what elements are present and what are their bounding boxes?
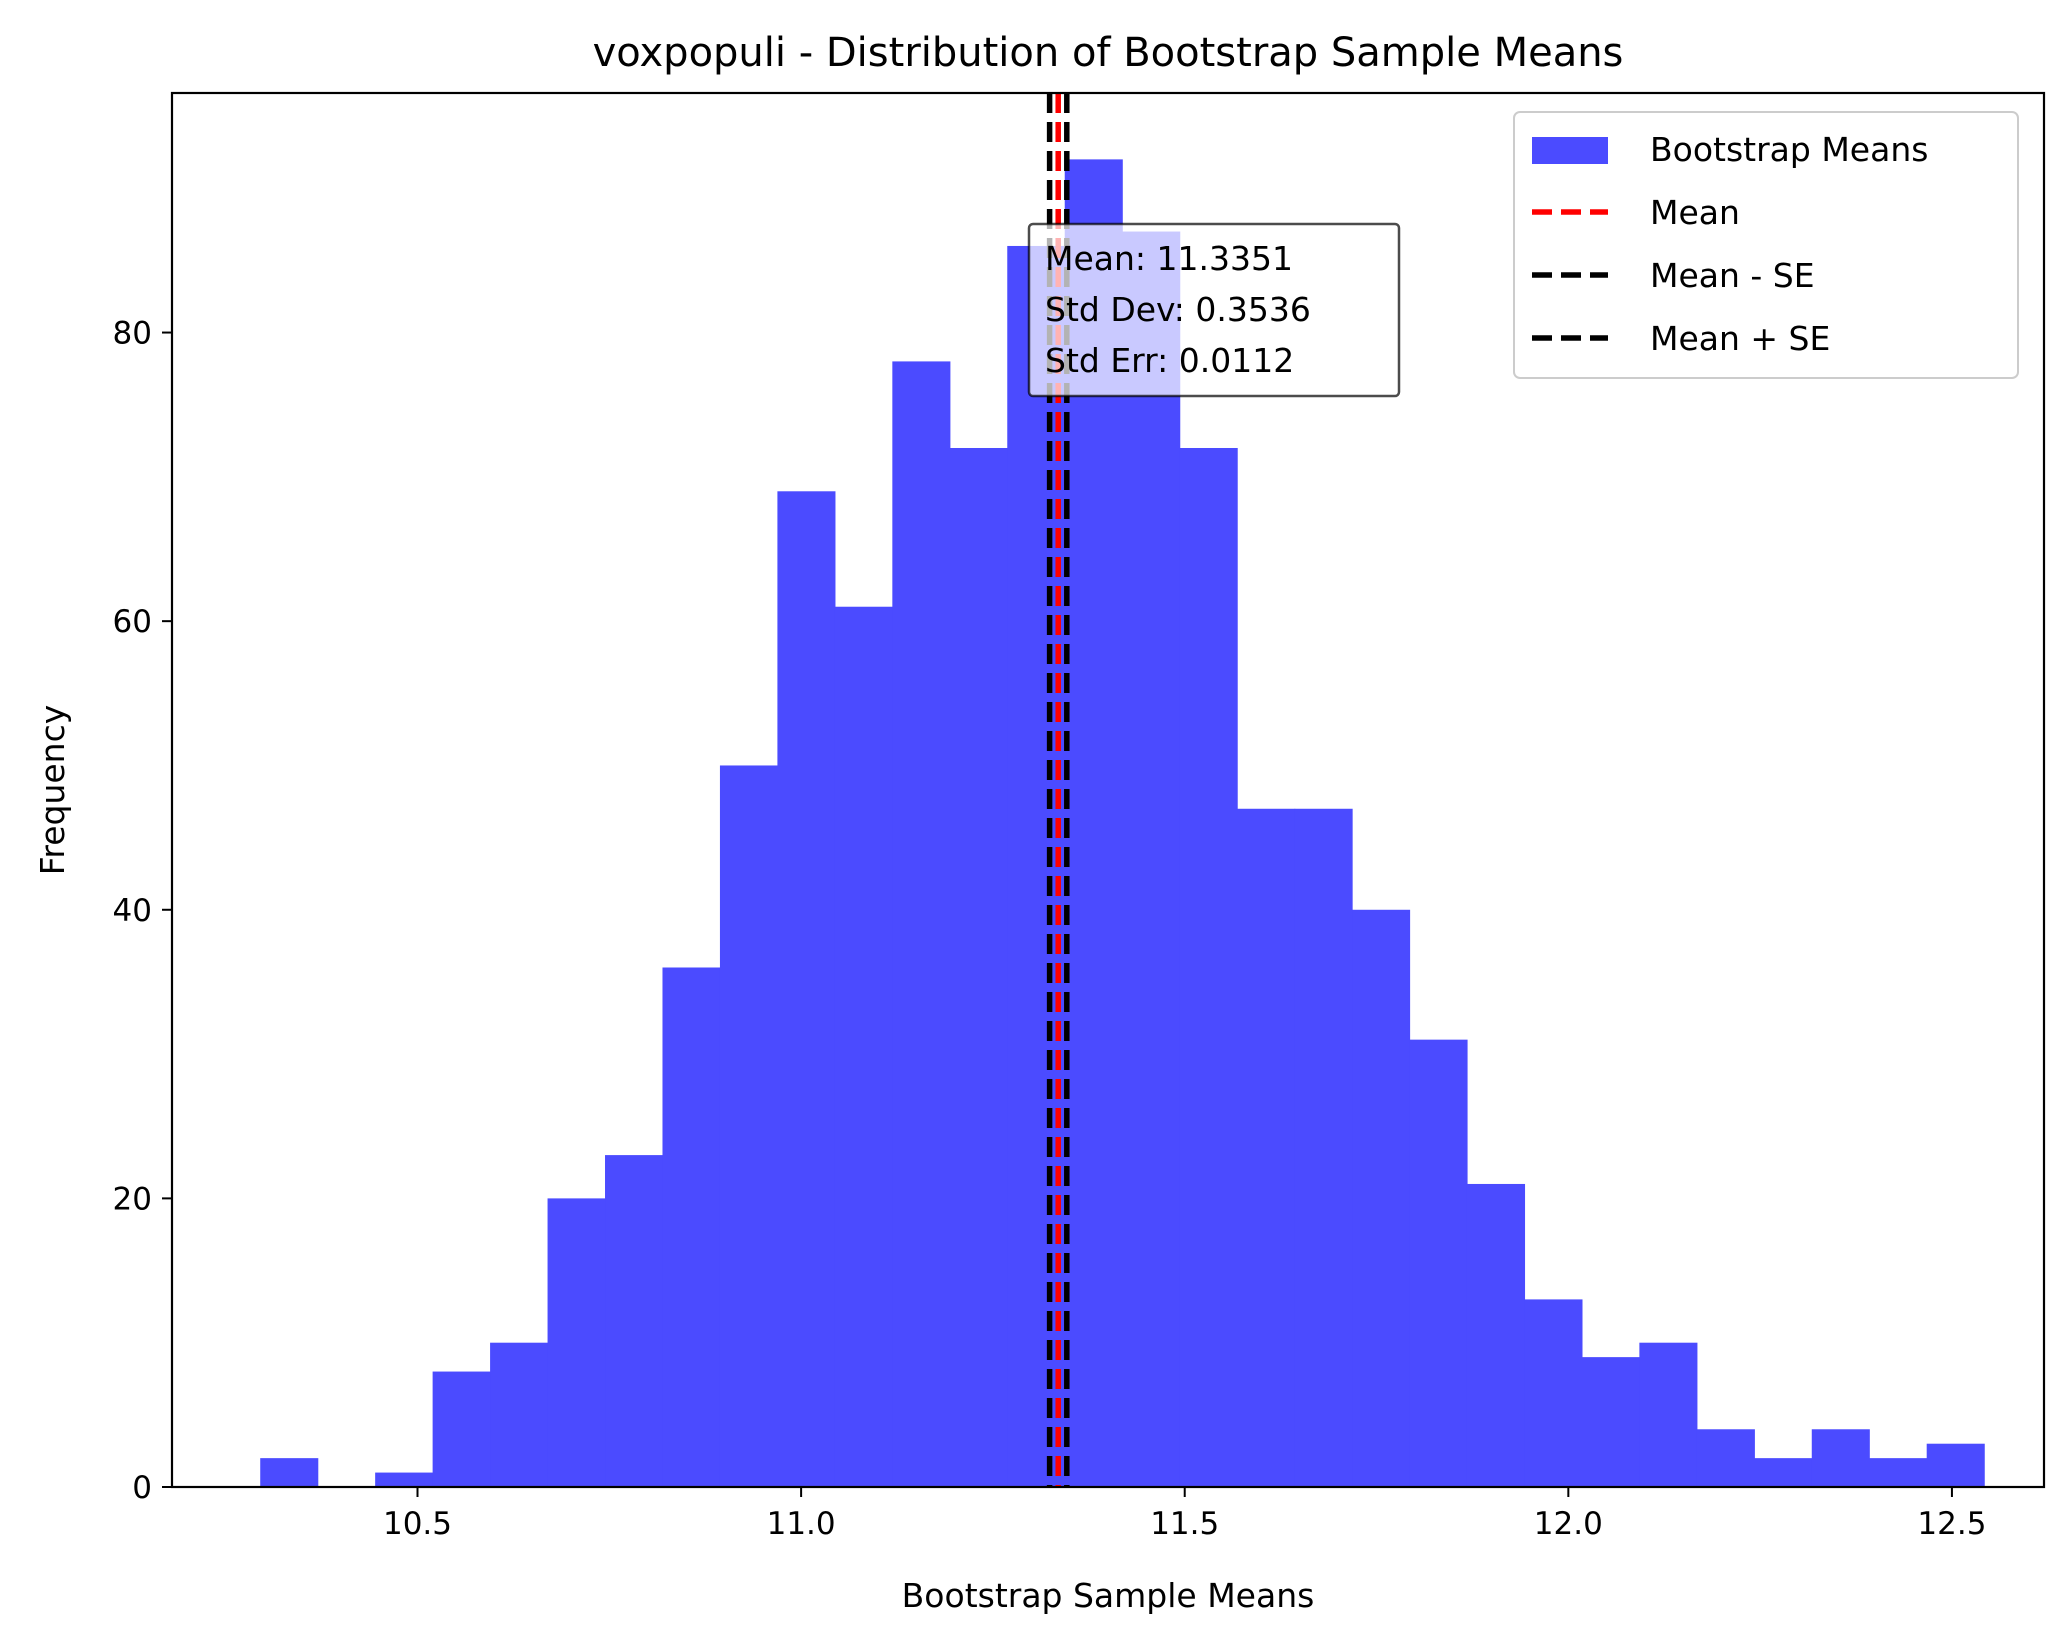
y-tick-label: 0 <box>132 1470 152 1506</box>
histogram-bar <box>949 447 1008 1487</box>
histogram-bar <box>1811 1429 1870 1487</box>
x-tick-label: 12.5 <box>1917 1506 1986 1542</box>
y-axis-label: Frequency <box>33 705 72 875</box>
legend: Bootstrap Means Mean Mean - SE Mean + SE <box>1513 111 2019 379</box>
histogram-bar <box>719 765 779 1487</box>
y-tick-label: 20 <box>113 1181 152 1217</box>
histogram-bar <box>1869 1458 1928 1487</box>
x-tick-label: 10.5 <box>383 1506 452 1542</box>
y-tick-label: 60 <box>113 604 152 640</box>
histogram-bar <box>1639 1342 1698 1487</box>
histogram-bar <box>1926 1443 1985 1487</box>
stats-box: Mean: 11.3351 Std Dev: 0.3536 Std Err: 0… <box>1027 222 1401 398</box>
legend-label-mean-plus-se: Mean + SE <box>1650 319 1830 358</box>
histogram-bar <box>1122 231 1181 1487</box>
stats-mean-text: Mean: 11.3351 <box>1045 239 1293 278</box>
stats-box-frame <box>1027 222 1401 398</box>
x-tick-label: 11.0 <box>767 1506 836 1542</box>
histogram-bar <box>662 967 721 1487</box>
histogram-bar <box>490 1342 549 1487</box>
histogram-bar <box>892 361 951 1488</box>
histogram-bar <box>375 1472 434 1487</box>
histogram-bar <box>1294 808 1353 1487</box>
stats-std-err-text: Std Err: 0.0112 <box>1045 341 1294 380</box>
histogram-bar <box>605 1155 664 1487</box>
histogram-bar <box>1754 1458 1813 1487</box>
histogram-bar <box>1179 447 1238 1487</box>
histogram-bar <box>777 491 836 1487</box>
axis-ticks-layer: 10.5 11.0 11.5 12.0 12.5 0 20 40 60 80 <box>113 316 1987 1542</box>
histogram-bar <box>834 606 893 1487</box>
legend-label-mean-minus-se: Mean - SE <box>1650 256 1815 295</box>
x-tick-label: 11.5 <box>1150 1506 1219 1542</box>
legend-label-bootstrap-means: Bootstrap Means <box>1650 130 1928 169</box>
histogram-bar <box>432 1371 491 1487</box>
plot-frame <box>170 91 2046 1489</box>
histogram-bar <box>1581 1357 1640 1487</box>
x-tick-label: 12.0 <box>1534 1506 1603 1542</box>
histogram-bar <box>1352 909 1411 1487</box>
histogram-bar <box>1696 1429 1755 1487</box>
x-axis-label: Bootstrap Sample Means <box>902 1576 1315 1615</box>
legend-frame <box>1513 111 2019 379</box>
histogram-bar <box>1409 1039 1468 1487</box>
chart-title: voxpopuli - Distribution of Bootstrap Sa… <box>593 30 1624 76</box>
y-tick-label: 80 <box>113 316 152 352</box>
legend-label-mean: Mean <box>1650 193 1740 232</box>
histogram-bar <box>1524 1299 1583 1487</box>
histogram-bar <box>1466 1183 1526 1487</box>
histogram-bar <box>260 1458 319 1487</box>
histogram-bar <box>547 1198 606 1487</box>
legend-swatch-bootstrap-means <box>1532 137 1608 164</box>
y-tick-label: 40 <box>113 893 152 929</box>
histogram-bar <box>1237 808 1296 1487</box>
stats-std-dev-text: Std Dev: 0.3536 <box>1045 290 1311 329</box>
